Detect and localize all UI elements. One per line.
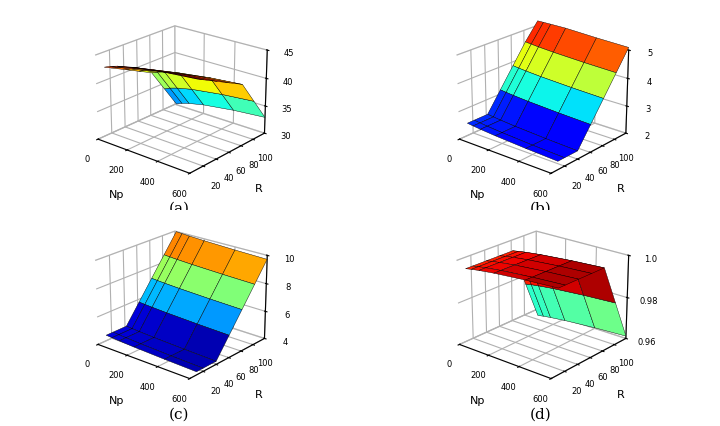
Text: (d): (d) [530,407,552,421]
Text: (a): (a) [168,202,190,216]
Text: (c): (c) [169,407,189,421]
Y-axis label: R: R [255,184,263,195]
X-axis label: Np: Np [470,190,485,200]
X-axis label: Np: Np [470,396,485,406]
Y-axis label: R: R [255,390,263,400]
Y-axis label: R: R [616,184,624,195]
Y-axis label: R: R [616,390,624,400]
X-axis label: Np: Np [109,396,124,406]
Text: (b): (b) [530,202,552,216]
X-axis label: Np: Np [109,190,124,200]
